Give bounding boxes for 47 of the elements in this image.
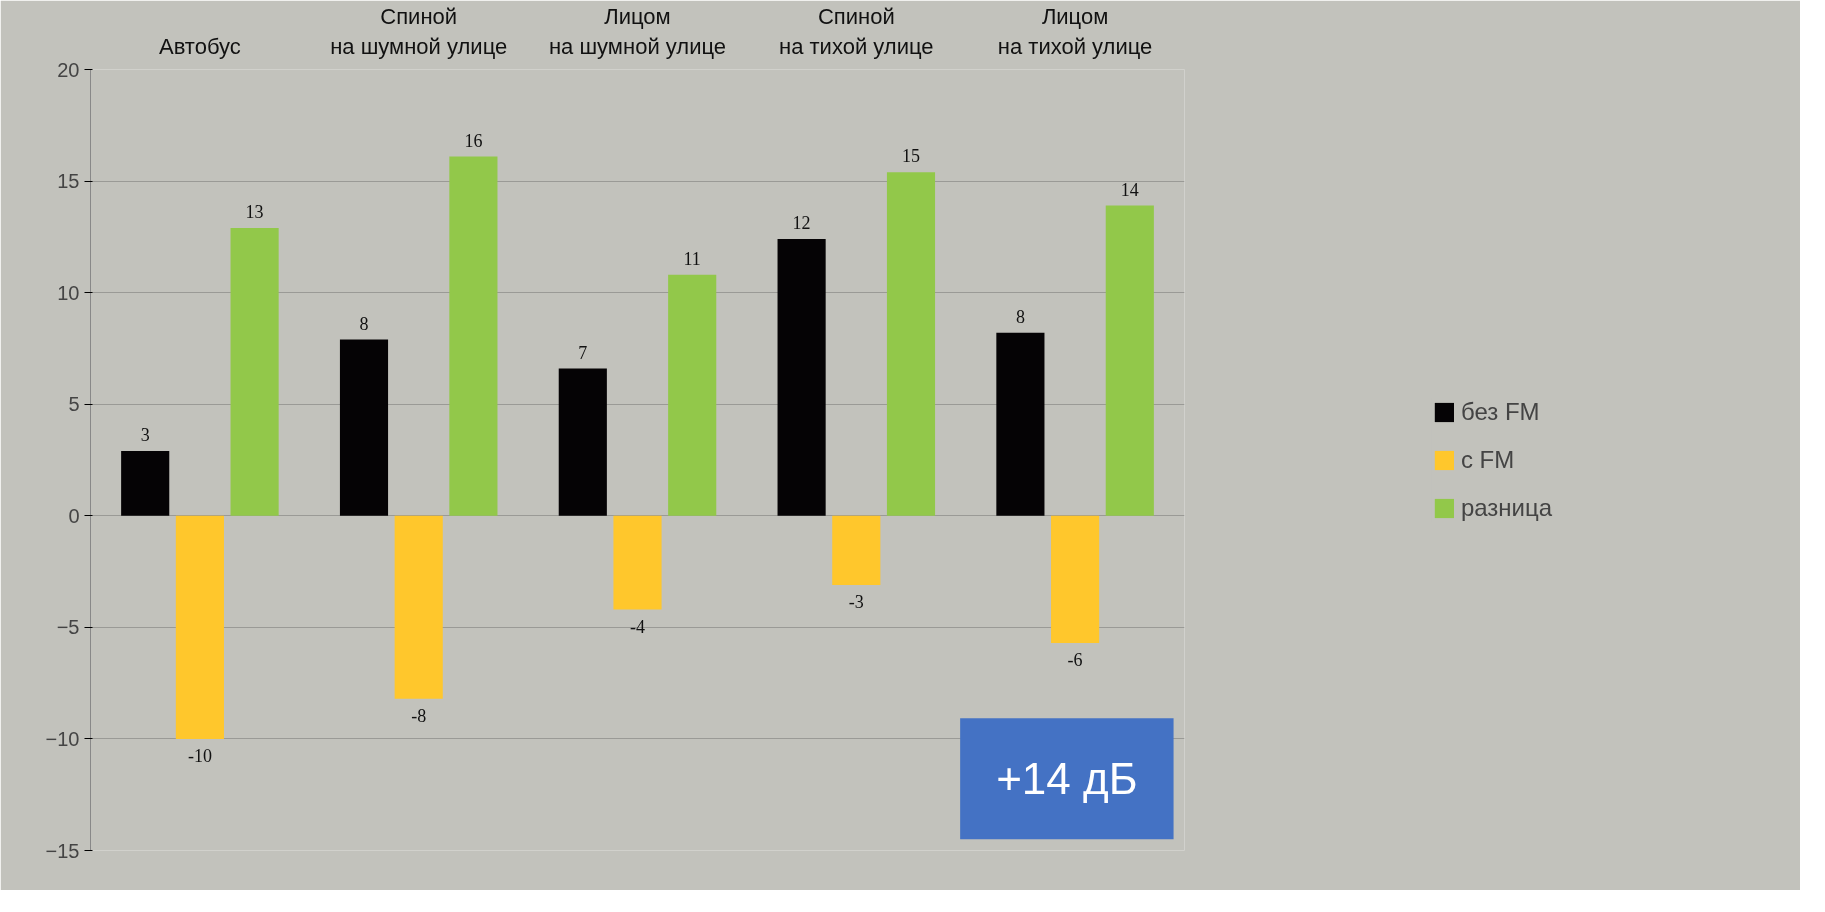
bar [558, 368, 607, 516]
legend-label: без FM [1460, 397, 1540, 426]
legend-label: с FM [1460, 445, 1515, 474]
bar [777, 239, 826, 516]
data-label: -3 [848, 591, 864, 612]
y-tick-label: 5 [68, 393, 80, 416]
bar [339, 339, 389, 516]
y-tick-label: −10 [45, 727, 80, 750]
bar [449, 156, 498, 516]
bar [230, 227, 279, 516]
y-tick-label: 20 [57, 58, 80, 81]
x-tick-label: Лицом на тихой улице [997, 3, 1153, 59]
annotation: +14 дБ [996, 754, 1138, 804]
data-label: 16 [464, 130, 483, 151]
data-label: 11 [683, 248, 701, 269]
bar [394, 515, 443, 699]
x-tick-label: Автобус [158, 33, 241, 59]
data-label: 8 [1015, 306, 1025, 327]
y-tick-label: 0 [68, 504, 80, 527]
data-label: -4 [630, 616, 645, 637]
y-tick-label: −5 [56, 616, 80, 639]
bar [175, 515, 224, 739]
data-label: 8 [359, 313, 369, 334]
x-tick-label: Лицом на шумной улице [548, 3, 727, 59]
bar [886, 172, 936, 516]
y-tick-label: −15 [45, 839, 80, 862]
data-label: -10 [187, 745, 212, 766]
data-label: 7 [578, 342, 588, 363]
y-tick-label: 15 [57, 170, 80, 193]
data-label: -8 [411, 705, 427, 726]
data-label: 15 [902, 146, 920, 167]
data-label: 3 [140, 425, 150, 446]
data-label: 13 [245, 201, 264, 222]
data-label: -6 [1067, 649, 1083, 670]
bar [832, 515, 881, 585]
bar [613, 515, 662, 610]
x-tick-label: Спиной на шумной улице [330, 3, 508, 59]
legend-label: разница [1460, 493, 1553, 522]
bar [996, 332, 1045, 516]
bar [1051, 515, 1100, 643]
bar [121, 451, 170, 516]
x-tick-label: Спиной на тихой улице [779, 3, 934, 59]
data-label: 12 [792, 213, 811, 234]
bar [1105, 205, 1154, 516]
data-label: 14 [1120, 179, 1139, 200]
y-tick-label: 10 [57, 281, 80, 304]
bar [668, 274, 717, 516]
